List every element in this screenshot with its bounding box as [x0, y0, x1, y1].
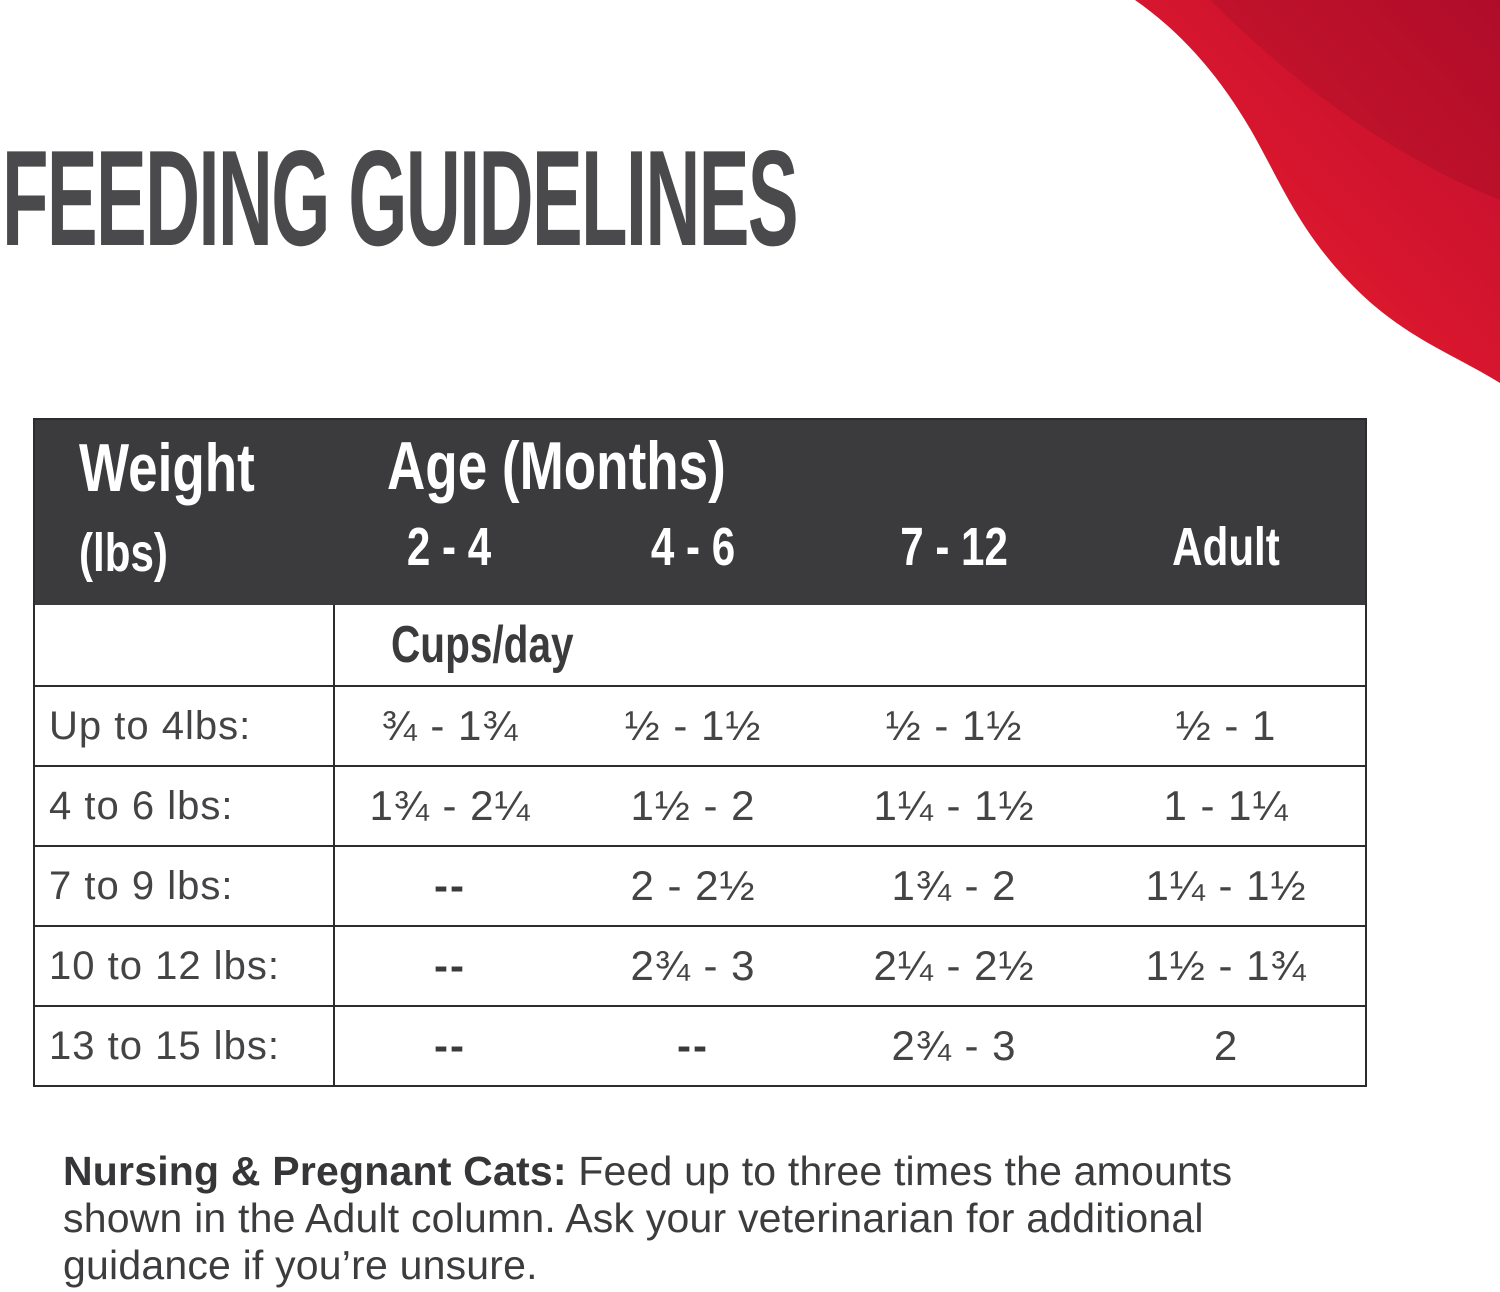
page-title: FEEDING GUIDELINES	[2, 122, 799, 274]
weight-column-header: Weight	[79, 434, 304, 502]
age-months-header: Age (Months)	[387, 432, 821, 500]
nursing-pregnant-note: Nursing & Pregnant Cats: Feed up to thre…	[63, 1148, 1232, 1289]
weight-cell: 13 to 15 lbs:	[49, 1023, 280, 1068]
table-row: 4 to 6 lbs: 1¾ - 2¼ 1½ - 2 1¼ - 1½ 1 - 1…	[35, 765, 1365, 845]
table-row: 10 to 12 lbs: -- 2¾ - 3 2¼ - 2½ 1½ - 1¾	[35, 925, 1365, 1005]
table-row: 13 to 15 lbs: -- -- 2¾ - 3 2	[35, 1005, 1365, 1085]
value-cell: 1¼ - 1½	[1145, 862, 1307, 909]
weight-cell: Up to 4lbs:	[49, 703, 252, 748]
age-column-labels: 2 - 4 4 - 6 7 - 12 Adult	[333, 520, 1365, 574]
value-cell: 1¾ - 2	[891, 862, 1017, 909]
value-cell: 1½ - 2	[630, 782, 756, 829]
red-swoosh-shade	[1210, 0, 1500, 200]
red-swoosh-shape	[1135, 0, 1500, 383]
note-line-2: shown in the Adult column. Ask your vete…	[63, 1195, 1204, 1241]
value-cell: 1½ - 1¾	[1145, 942, 1307, 989]
table-body: Cups/day Up to 4lbs: ¾ - 1¾ ½ - 1½ ½ - 1…	[35, 605, 1365, 1085]
value-cell: 1¾ - 2¼	[333, 767, 565, 845]
value-cell: --	[333, 1007, 565, 1085]
cups-per-day-label: Cups/day	[333, 605, 1365, 685]
value-cell: 2¼ - 2½	[873, 942, 1035, 989]
value-cell: --	[333, 847, 565, 925]
weight-cell: 4 to 6 lbs:	[49, 783, 234, 828]
value-cell: ¾ - 1¾	[333, 687, 565, 765]
value-cell: ½ - 1½	[624, 702, 762, 749]
weight-unit-label: (lbs)	[79, 523, 168, 583]
value-cell: 1 - 1¼	[1163, 782, 1289, 829]
value-cell: ½ - 1	[1175, 702, 1277, 749]
value-cell: 2¾ - 3	[891, 1022, 1017, 1069]
note-line-3: guidance if you’re unsure.	[63, 1242, 538, 1288]
value-cell: 1¼ - 1½	[873, 782, 1035, 829]
weight-unit-header: (lbs)	[79, 526, 193, 580]
table-row: 7 to 9 lbs: -- 2 - 2½ 1¾ - 2 1¼ - 1½	[35, 845, 1365, 925]
note-bold-label: Nursing & Pregnant Cats:	[63, 1148, 567, 1194]
age-column-2-4: 2 - 4	[406, 517, 492, 577]
value-cell: --	[677, 1022, 709, 1069]
table-header: Weight (lbs) Age (Months) 2 - 4 4 - 6 7 …	[35, 420, 1365, 605]
age-column-adult: Adult	[1172, 517, 1280, 577]
age-column-4-6: 4 - 6	[650, 517, 736, 577]
weight-cell: 7 to 9 lbs:	[49, 863, 234, 908]
value-cell: 2	[1213, 1022, 1239, 1069]
note-line-1: Nursing & Pregnant Cats: Feed up to thre…	[63, 1148, 1233, 1194]
age-months-label: Age (Months)	[387, 428, 726, 504]
value-cell: ½ - 1½	[885, 702, 1023, 749]
value-cell: --	[333, 927, 565, 1005]
weight-label: Weight	[79, 430, 255, 506]
weight-cell: 10 to 12 lbs:	[49, 943, 280, 988]
value-cell: 2¾ - 3	[630, 942, 756, 989]
value-cell: 2 - 2½	[630, 862, 756, 909]
unit-row: Cups/day	[35, 605, 1365, 685]
table-row: Up to 4lbs: ¾ - 1¾ ½ - 1½ ½ - 1½ ½ - 1	[35, 685, 1365, 765]
age-column-7-12: 7 - 12	[900, 517, 1008, 577]
feeding-guidelines-table: Weight (lbs) Age (Months) 2 - 4 4 - 6 7 …	[33, 418, 1367, 1087]
